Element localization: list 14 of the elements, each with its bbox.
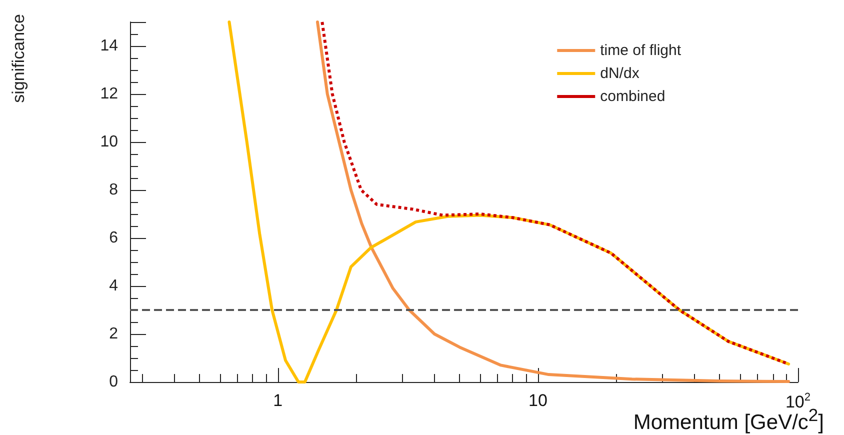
y-tick-label: 14 <box>100 38 118 54</box>
y-tick-label: 2 <box>109 326 118 342</box>
legend-label: combined <box>600 88 666 105</box>
y-tick-label: 4 <box>109 278 118 294</box>
x-tick-label: 1 <box>273 391 283 410</box>
y-tick-label: 10 <box>100 134 118 150</box>
y-axis-title: significance <box>9 14 28 103</box>
y-tick-label: 6 <box>109 230 118 246</box>
legend-label: dN/dx <box>600 65 640 82</box>
y-tick-label: 0 <box>109 374 118 390</box>
x-tick-label: 10 <box>528 391 548 410</box>
y-tick-label: 12 <box>100 86 118 102</box>
legend-label: time of flight <box>600 42 682 59</box>
y-tick-label: 8 <box>109 182 118 198</box>
